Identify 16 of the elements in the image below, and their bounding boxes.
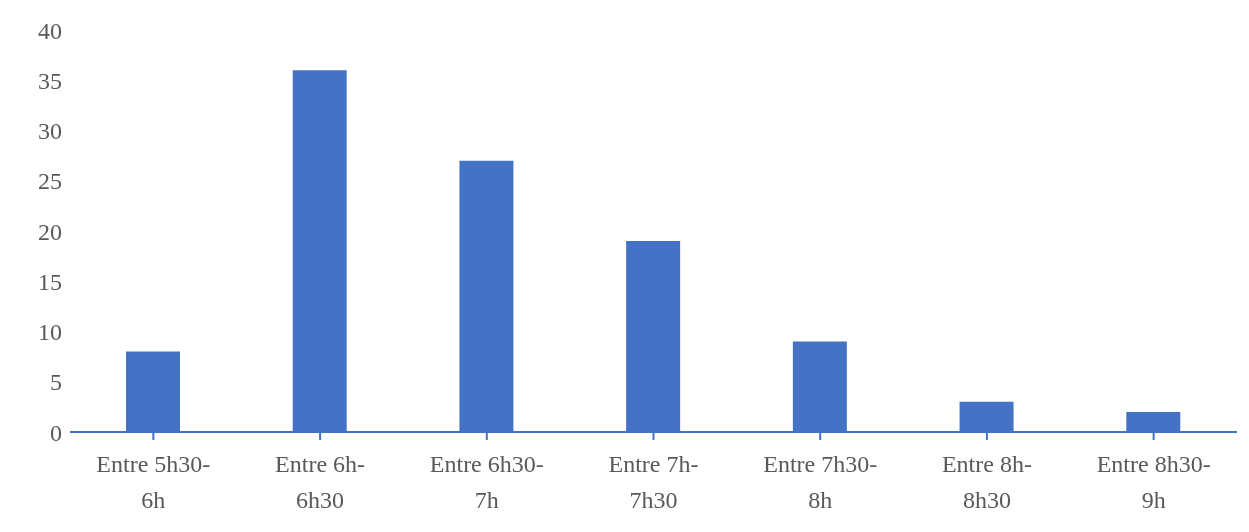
- y-tick-label: 15: [38, 268, 62, 295]
- x-tick-label: Entre 6h30-7h: [429, 451, 544, 513]
- y-tick-label: 20: [38, 218, 62, 245]
- x-tick-label: Entre 5h30-6h: [96, 451, 211, 513]
- x-tick-label: Entre 8h-8h30: [941, 451, 1032, 513]
- y-tick-label: 10: [38, 319, 62, 346]
- y-tick-label: 35: [38, 67, 62, 94]
- x-tick-label: Entre 7h-7h30: [608, 451, 699, 513]
- y-tick-label: 0: [50, 419, 62, 446]
- x-tick-label: Entre 8h30-9h: [1096, 451, 1211, 513]
- y-tick-label: 40: [38, 17, 62, 44]
- x-tick-label: Entre 6h-6h30: [275, 451, 366, 513]
- y-tick-label: 5: [50, 369, 62, 396]
- x-tick-label: Entre 7h30-8h: [763, 451, 878, 513]
- y-tick-label: 30: [38, 118, 62, 145]
- y-tick-label: 25: [38, 168, 62, 195]
